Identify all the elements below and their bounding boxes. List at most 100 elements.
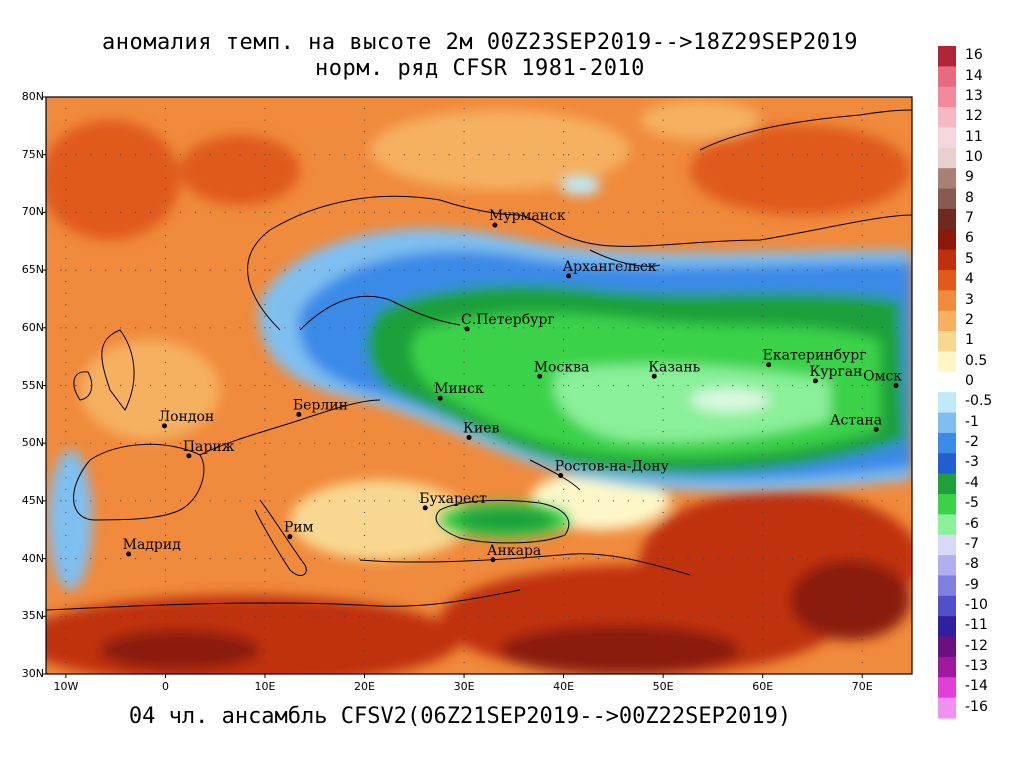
graticule-dot (418, 154, 420, 156)
graticule-dot (563, 304, 565, 306)
colorbar-swatch (938, 249, 956, 271)
graticule-dot (463, 177, 465, 179)
graticule-dot (65, 454, 67, 456)
graticule-dot (672, 211, 674, 213)
colorbar-label: -3 (965, 454, 979, 471)
graticule-dot (896, 500, 898, 502)
graticule-dot (657, 615, 659, 617)
graticule-dot (264, 500, 266, 502)
graticule-dot (851, 211, 853, 213)
graticule-dot (373, 154, 376, 156)
graticule-dot (563, 638, 565, 640)
graticule-dot (264, 257, 266, 260)
graticule-dot (164, 107, 167, 110)
graticule-dot (463, 523, 465, 525)
graticule-dot (702, 558, 704, 560)
graticule-dot (821, 384, 824, 387)
graticule-dot (836, 500, 838, 502)
graticule-dot (861, 246, 863, 248)
graticule-dot (836, 558, 838, 560)
colorbar-label: 11 (965, 128, 983, 145)
graticule-dot (662, 373, 664, 375)
graticule-dot (747, 384, 749, 387)
graticule-dot (164, 558, 167, 560)
graticule-dot (164, 131, 167, 133)
graticule-dot (388, 615, 391, 617)
graticule-dot (463, 477, 465, 479)
graticule-dot (563, 384, 565, 387)
city-dot (537, 373, 543, 379)
graticule-dot (224, 500, 226, 502)
graticule-dot (553, 211, 555, 213)
graticule-dot (363, 107, 366, 110)
graticule-dot (563, 650, 565, 652)
graticule-dot (836, 269, 838, 271)
graticule-dot (563, 350, 565, 352)
graticule-dot (463, 211, 465, 213)
graticule-dot (65, 581, 67, 583)
graticule-dot (329, 154, 331, 156)
graticule-dot (224, 327, 226, 329)
graticule-dot (403, 442, 405, 444)
graticule-dot (463, 373, 465, 375)
graticule-dot (563, 569, 565, 571)
graticule-dot (747, 269, 749, 271)
graticule-dot (662, 407, 664, 410)
graticule-dot (403, 211, 405, 213)
graticule-dot (363, 211, 366, 213)
graticule-dot (851, 269, 853, 271)
graticule-dot (264, 477, 266, 479)
graticule-dot (657, 269, 659, 271)
graticule-dot (264, 396, 266, 398)
graticule-dot (264, 211, 266, 213)
graticule-dot (762, 638, 764, 640)
graticule-dot (120, 327, 122, 329)
graticule-dot (403, 154, 405, 156)
graticule-dot (567, 442, 570, 444)
graticule-dot (149, 154, 152, 156)
graticule-dot (861, 638, 863, 640)
city-dot (437, 395, 443, 401)
graticule-dot (861, 592, 863, 594)
graticule-dot (702, 615, 704, 617)
graticule-dot (523, 327, 525, 329)
colorbar-swatch (938, 86, 956, 108)
graticule-dot (239, 327, 241, 329)
graticule-dot (90, 327, 92, 329)
graticule-dot (60, 442, 62, 444)
graticule-dot (702, 327, 704, 329)
graticule-dot (264, 661, 266, 664)
graticule-dot (881, 558, 883, 560)
graticule-dot (433, 500, 435, 502)
cold-anomaly-zone (48, 175, 912, 590)
graticule-dot (806, 154, 809, 156)
graticule-dot (363, 546, 366, 548)
graticule-dot (851, 558, 853, 560)
graticule-dot (553, 384, 555, 387)
graticule-dot (149, 384, 152, 387)
graticule-dot (120, 615, 122, 617)
graticule-dot (732, 327, 734, 329)
graticule-dot (75, 442, 77, 444)
graticule-dot (65, 269, 67, 271)
graticule-dot (179, 269, 181, 271)
city-dot (422, 505, 428, 511)
graticule-dot (563, 223, 565, 225)
colorbar-label: 16 (965, 47, 983, 64)
graticule-dot (463, 604, 465, 606)
city-label: Казань (648, 359, 700, 375)
graticule-dot (164, 373, 167, 375)
graticule-dot (418, 442, 420, 444)
colorbar-swatch (938, 595, 956, 617)
graticule-dot (164, 165, 167, 167)
graticule-dot (642, 442, 644, 444)
graticule-dot (762, 661, 764, 664)
graticule-dot (164, 188, 167, 190)
graticule-dot (433, 558, 435, 560)
graticule-dot (662, 511, 664, 514)
graticule-dot (284, 211, 286, 213)
graticule-dot (65, 350, 67, 352)
graticule-dot (164, 396, 167, 398)
city-dot (466, 434, 472, 440)
graticule-dot (264, 177, 266, 179)
